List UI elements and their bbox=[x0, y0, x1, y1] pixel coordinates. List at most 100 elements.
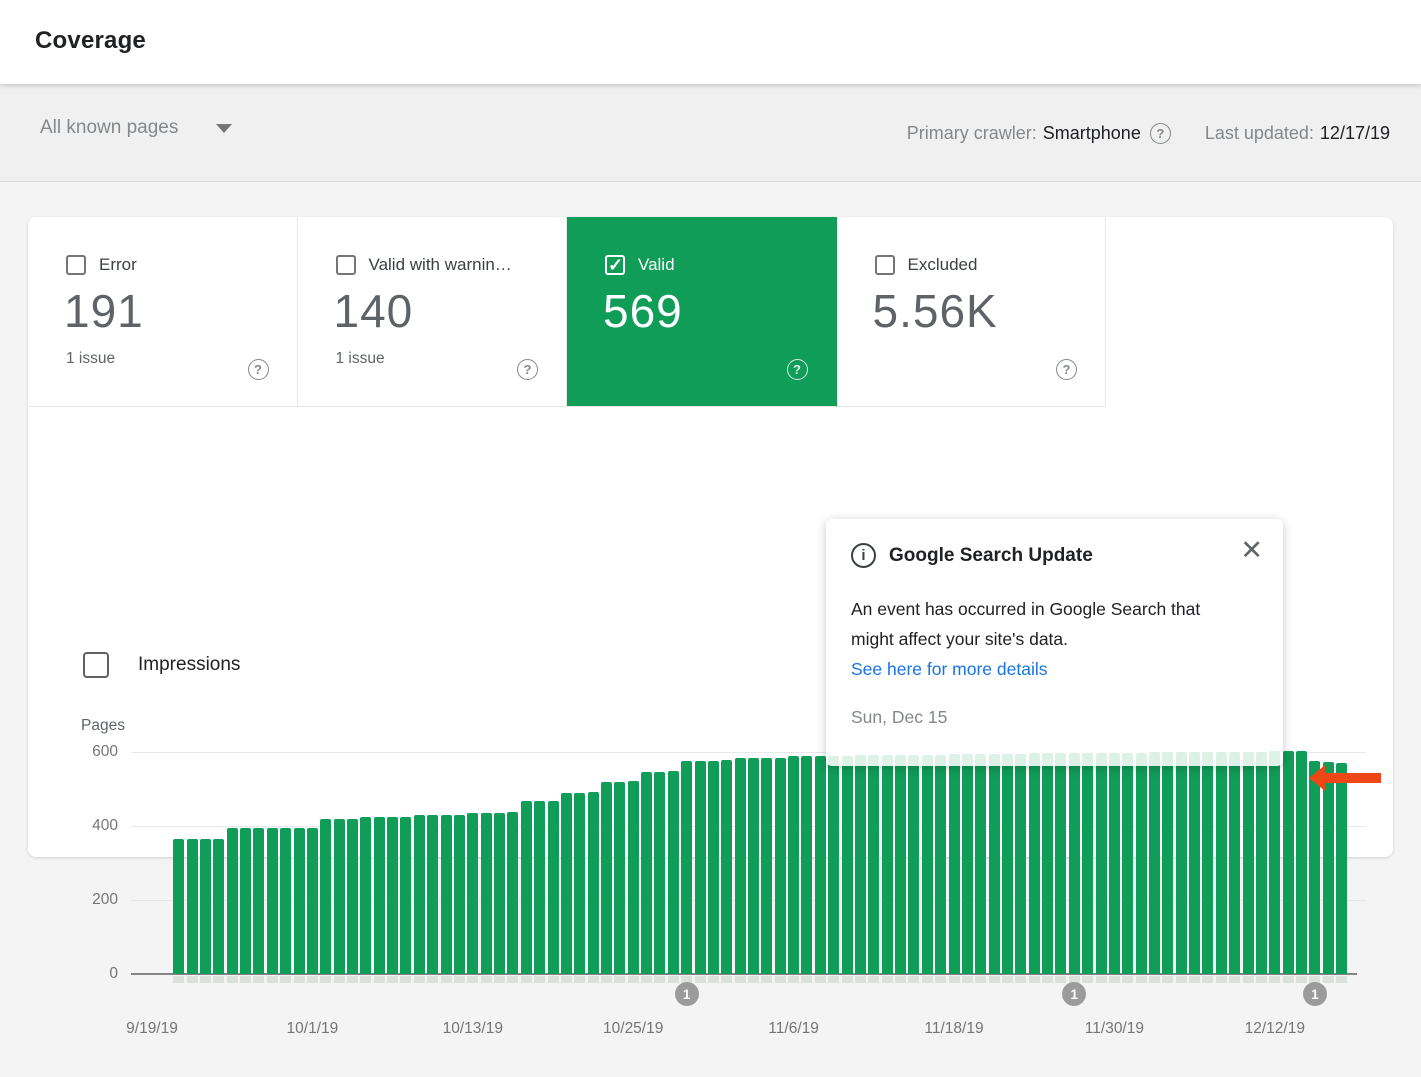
chart-bar[interactable] bbox=[400, 817, 412, 974]
chart-bar[interactable] bbox=[306, 827, 318, 974]
chart-bar[interactable] bbox=[614, 781, 626, 974]
chart-bar[interactable] bbox=[534, 800, 546, 974]
chart-bar[interactable] bbox=[1042, 753, 1054, 974]
chart-bar[interactable] bbox=[1322, 762, 1334, 974]
chart-bar[interactable] bbox=[1202, 752, 1214, 974]
chart-bar[interactable] bbox=[199, 838, 211, 974]
chart-bar[interactable] bbox=[721, 760, 733, 974]
checkbox-checked-icon[interactable] bbox=[605, 255, 625, 276]
chart-bar[interactable] bbox=[1215, 752, 1227, 974]
chart-bar[interactable] bbox=[240, 827, 252, 974]
chart-bar[interactable] bbox=[1189, 752, 1201, 974]
help-icon[interactable]: ? bbox=[247, 359, 269, 380]
checkbox-icon[interactable] bbox=[874, 255, 895, 275]
chart-bar[interactable] bbox=[186, 838, 198, 974]
help-icon[interactable]: ? bbox=[786, 359, 808, 380]
chart-bar[interactable] bbox=[921, 754, 933, 974]
chart-bar[interactable] bbox=[1175, 752, 1187, 974]
checkbox-icon[interactable] bbox=[83, 652, 109, 678]
chart-bar[interactable] bbox=[748, 757, 759, 974]
help-icon[interactable]: ? bbox=[517, 359, 538, 380]
chart-bar[interactable] bbox=[908, 754, 920, 974]
chart-bar[interactable] bbox=[895, 754, 907, 974]
chart-bar[interactable] bbox=[1068, 753, 1080, 974]
checkbox-icon[interactable] bbox=[335, 255, 356, 275]
chart-bar[interactable] bbox=[547, 800, 559, 974]
help-icon[interactable]: ? bbox=[1056, 359, 1077, 380]
chart-bar[interactable] bbox=[1242, 751, 1254, 974]
chart-bar[interactable] bbox=[734, 757, 746, 974]
chart-bar[interactable] bbox=[1255, 751, 1267, 974]
chart-bar[interactable] bbox=[854, 754, 866, 974]
chart-bar[interactable] bbox=[1055, 753, 1067, 974]
chart-bar[interactable] bbox=[440, 814, 452, 974]
chart-bar[interactable] bbox=[574, 792, 586, 974]
chart-bar[interactable] bbox=[213, 838, 225, 974]
chart-bar[interactable] bbox=[774, 757, 786, 974]
chart-bar[interactable] bbox=[1336, 763, 1348, 974]
chart-bar[interactable] bbox=[681, 761, 693, 974]
chart-bar[interactable] bbox=[1162, 752, 1174, 974]
chart-bar[interactable] bbox=[654, 772, 666, 974]
chart-bar[interactable] bbox=[293, 827, 305, 974]
chart-bar[interactable] bbox=[1309, 761, 1321, 974]
event-marker[interactable]: 1 bbox=[1302, 982, 1327, 1006]
chart-bar[interactable] bbox=[266, 827, 278, 974]
chart-bar[interactable] bbox=[1095, 753, 1107, 974]
chart-bar[interactable] bbox=[427, 814, 439, 974]
status-card-valid[interactable]: Valid 569 ? bbox=[567, 217, 837, 407]
impressions-toggle[interactable]: Impressions bbox=[83, 652, 240, 678]
chart-bar[interactable] bbox=[841, 755, 853, 974]
chart-bar[interactable] bbox=[333, 819, 345, 974]
chart-bar[interactable] bbox=[641, 772, 653, 974]
chart-bar[interactable] bbox=[280, 827, 292, 974]
chart-bar[interactable] bbox=[360, 817, 372, 974]
chart-plot-area[interactable] bbox=[131, 751, 1366, 983]
chart-bar[interactable] bbox=[467, 813, 479, 974]
chart-bar[interactable] bbox=[253, 827, 265, 974]
chart-bar[interactable] bbox=[1135, 752, 1147, 974]
chart-bar[interactable] bbox=[948, 754, 960, 974]
chart-bar[interactable] bbox=[1269, 751, 1281, 974]
checkbox-icon[interactable] bbox=[66, 255, 86, 275]
chart-bar[interactable] bbox=[1229, 752, 1241, 974]
chart-bar[interactable] bbox=[814, 755, 826, 974]
chart-bar[interactable] bbox=[667, 771, 679, 974]
status-card-error[interactable]: Error 191 1 issue ? bbox=[28, 217, 298, 407]
chart-bar[interactable] bbox=[707, 761, 719, 974]
chart-bar[interactable] bbox=[694, 761, 706, 974]
close-icon[interactable]: ✕ bbox=[1240, 535, 1263, 565]
chart-bar[interactable] bbox=[373, 817, 385, 974]
chart-bar[interactable] bbox=[1108, 752, 1120, 974]
chart-bar[interactable] bbox=[453, 814, 465, 974]
chart-bar[interactable] bbox=[801, 755, 813, 974]
chart-bar[interactable] bbox=[560, 792, 572, 974]
scope-dropdown[interactable]: All known pages bbox=[40, 117, 233, 139]
status-card-valid-with-warnings[interactable]: Valid with warnin… 140 1 issue ? bbox=[297, 217, 567, 407]
chart-bar[interactable] bbox=[1296, 751, 1308, 974]
chart-bar[interactable] bbox=[226, 827, 238, 974]
chart-bar[interactable] bbox=[494, 813, 506, 974]
more-details-link[interactable]: See here for more details bbox=[851, 659, 1048, 679]
chart-bar[interactable] bbox=[413, 814, 425, 974]
help-icon[interactable]: ? bbox=[1149, 122, 1171, 144]
chart-bar[interactable] bbox=[961, 754, 973, 974]
chart-bar[interactable] bbox=[1122, 752, 1134, 974]
chart-bar[interactable] bbox=[173, 838, 185, 974]
event-marker[interactable]: 1 bbox=[1062, 982, 1087, 1006]
chart-bar[interactable] bbox=[761, 757, 773, 974]
chart-bar[interactable] bbox=[1015, 753, 1027, 974]
chart-bar[interactable] bbox=[480, 813, 492, 974]
chart-bar[interactable] bbox=[1082, 753, 1094, 974]
chart-bar[interactable] bbox=[520, 800, 532, 974]
chart-bar[interactable] bbox=[1149, 752, 1160, 974]
chart-bar[interactable] bbox=[828, 755, 840, 974]
chart-bar[interactable] bbox=[788, 755, 800, 974]
chart-bar[interactable] bbox=[627, 780, 639, 974]
chart-bar[interactable] bbox=[507, 812, 519, 974]
chart-bar[interactable] bbox=[868, 754, 880, 974]
chart-bar[interactable] bbox=[587, 791, 599, 974]
chart-bar[interactable] bbox=[975, 754, 987, 974]
chart-bar[interactable] bbox=[935, 754, 947, 974]
status-card-excluded[interactable]: Excluded 5.56K ? bbox=[836, 217, 1106, 407]
